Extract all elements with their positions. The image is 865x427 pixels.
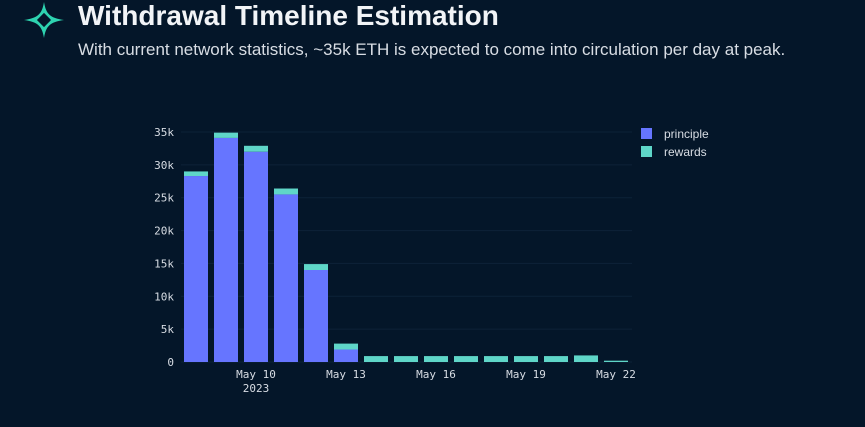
bar-principle <box>214 137 238 362</box>
bar-rewards <box>364 356 388 362</box>
bar-principle <box>274 194 298 362</box>
bar-principle <box>334 349 358 362</box>
y-tick-label: 0 <box>167 356 174 369</box>
y-tick-label: 30k <box>154 159 174 172</box>
y-tick-label: 10k <box>154 290 174 303</box>
legend-label-rewards: rewards <box>664 145 707 159</box>
y-tick-label: 25k <box>154 192 174 205</box>
bar-principle <box>184 176 208 362</box>
bar-principle <box>304 270 328 362</box>
x-tick-label: May 10 <box>236 368 276 381</box>
legend-swatch-principle <box>641 128 652 139</box>
page-title: Withdrawal Timeline Estimation <box>78 0 499 31</box>
y-tick-label: 15k <box>154 257 174 270</box>
page-subtitle: With current network statistics, ~35k ET… <box>78 40 786 59</box>
legend-label-principle: principle <box>664 127 709 141</box>
bar-rewards <box>544 356 568 362</box>
bar-rewards <box>334 343 358 350</box>
bar-rewards <box>184 171 208 177</box>
bar-rewards <box>394 356 418 362</box>
x-tick-label: May 13 <box>326 368 366 381</box>
bar-rewards <box>454 356 478 362</box>
logo-star-icon <box>24 2 64 38</box>
bar-rewards <box>424 356 448 362</box>
bar-rewards <box>484 356 508 362</box>
bar-rewards <box>244 145 268 152</box>
y-tick-label: 35k <box>154 126 174 139</box>
bar-rewards <box>214 132 238 138</box>
legend-swatch-rewards <box>641 146 652 157</box>
y-tick-label: 20k <box>154 225 174 238</box>
bar-rewards <box>604 360 628 362</box>
x-tick-label: May 19 <box>506 368 546 381</box>
bar-rewards <box>304 264 328 270</box>
bar-principle <box>244 151 268 362</box>
bar-rewards <box>274 188 298 195</box>
x-tick-label: May 22 <box>596 368 636 381</box>
bar-rewards <box>514 356 538 362</box>
x-tick-label: May 16 <box>416 368 456 381</box>
y-tick-label: 5k <box>161 323 175 336</box>
x-tick-year: 2023 <box>243 382 270 395</box>
bar-rewards <box>574 355 598 362</box>
